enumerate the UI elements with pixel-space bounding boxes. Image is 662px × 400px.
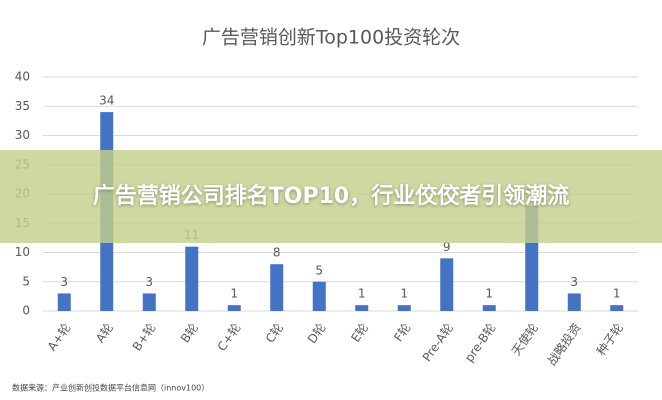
data-label: 8: [273, 246, 281, 260]
chart-title: 广告营销创新Top100投资轮次: [202, 27, 460, 49]
headline: 广告营销公司排名TOP10，行业佼佼者引领潮流: [92, 183, 570, 209]
x-tick-label: A轮: [93, 321, 116, 346]
data-label: 34: [99, 94, 114, 108]
source-note: 数据来源：产业创新创投数据平台信息网（innov100）: [12, 383, 209, 393]
data-label: 3: [60, 275, 68, 289]
bar: [142, 293, 156, 311]
data-label: 1: [358, 287, 366, 301]
banner: 广告营销公司排名TOP10，行业佼佼者引领潮流: [0, 150, 662, 243]
x-tick-label: E轮: [348, 321, 371, 345]
data-label: 9: [443, 240, 451, 254]
x-tick-label: B+轮: [130, 321, 159, 354]
bar: [440, 258, 454, 311]
bar: [312, 281, 326, 311]
x-tick-label: 战略投资: [544, 320, 584, 368]
y-tick-label: 30: [15, 128, 30, 142]
bar: [57, 293, 71, 311]
bar: [567, 293, 581, 311]
bar: [482, 305, 496, 311]
data-label: 1: [400, 287, 408, 301]
y-tick-label: 5: [22, 274, 30, 288]
bar: [227, 305, 241, 311]
y-tick-label: 10: [15, 245, 30, 259]
bar: [270, 264, 284, 311]
bar: [185, 246, 199, 311]
x-tick-label: C轮: [263, 321, 286, 346]
data-label: 1: [613, 287, 621, 301]
x-tick-label: pre-B轮: [462, 321, 499, 365]
data-label: 3: [145, 275, 153, 289]
bar: [610, 305, 624, 311]
x-tick-label: A+轮: [45, 321, 74, 354]
x-tick-label: F轮: [391, 321, 413, 345]
data-label: 5: [315, 263, 323, 277]
y-tick-label: 0: [22, 304, 30, 318]
x-tick-label: D轮: [305, 321, 329, 346]
y-tick-label: 40: [15, 70, 30, 84]
x-tick-label: C+轮: [215, 321, 244, 354]
x-tick-label: B轮: [178, 321, 201, 346]
x-tick-label: Pre-A轮: [420, 321, 456, 365]
data-label: 1: [230, 287, 238, 301]
bar: [355, 305, 369, 311]
x-tick-label: 天使轮: [508, 320, 541, 358]
y-tick-label: 35: [15, 99, 30, 113]
bar: [397, 305, 411, 311]
data-label: 1: [485, 287, 493, 301]
x-tick-label: 种子轮: [594, 321, 626, 359]
data-label: 3: [570, 275, 578, 289]
